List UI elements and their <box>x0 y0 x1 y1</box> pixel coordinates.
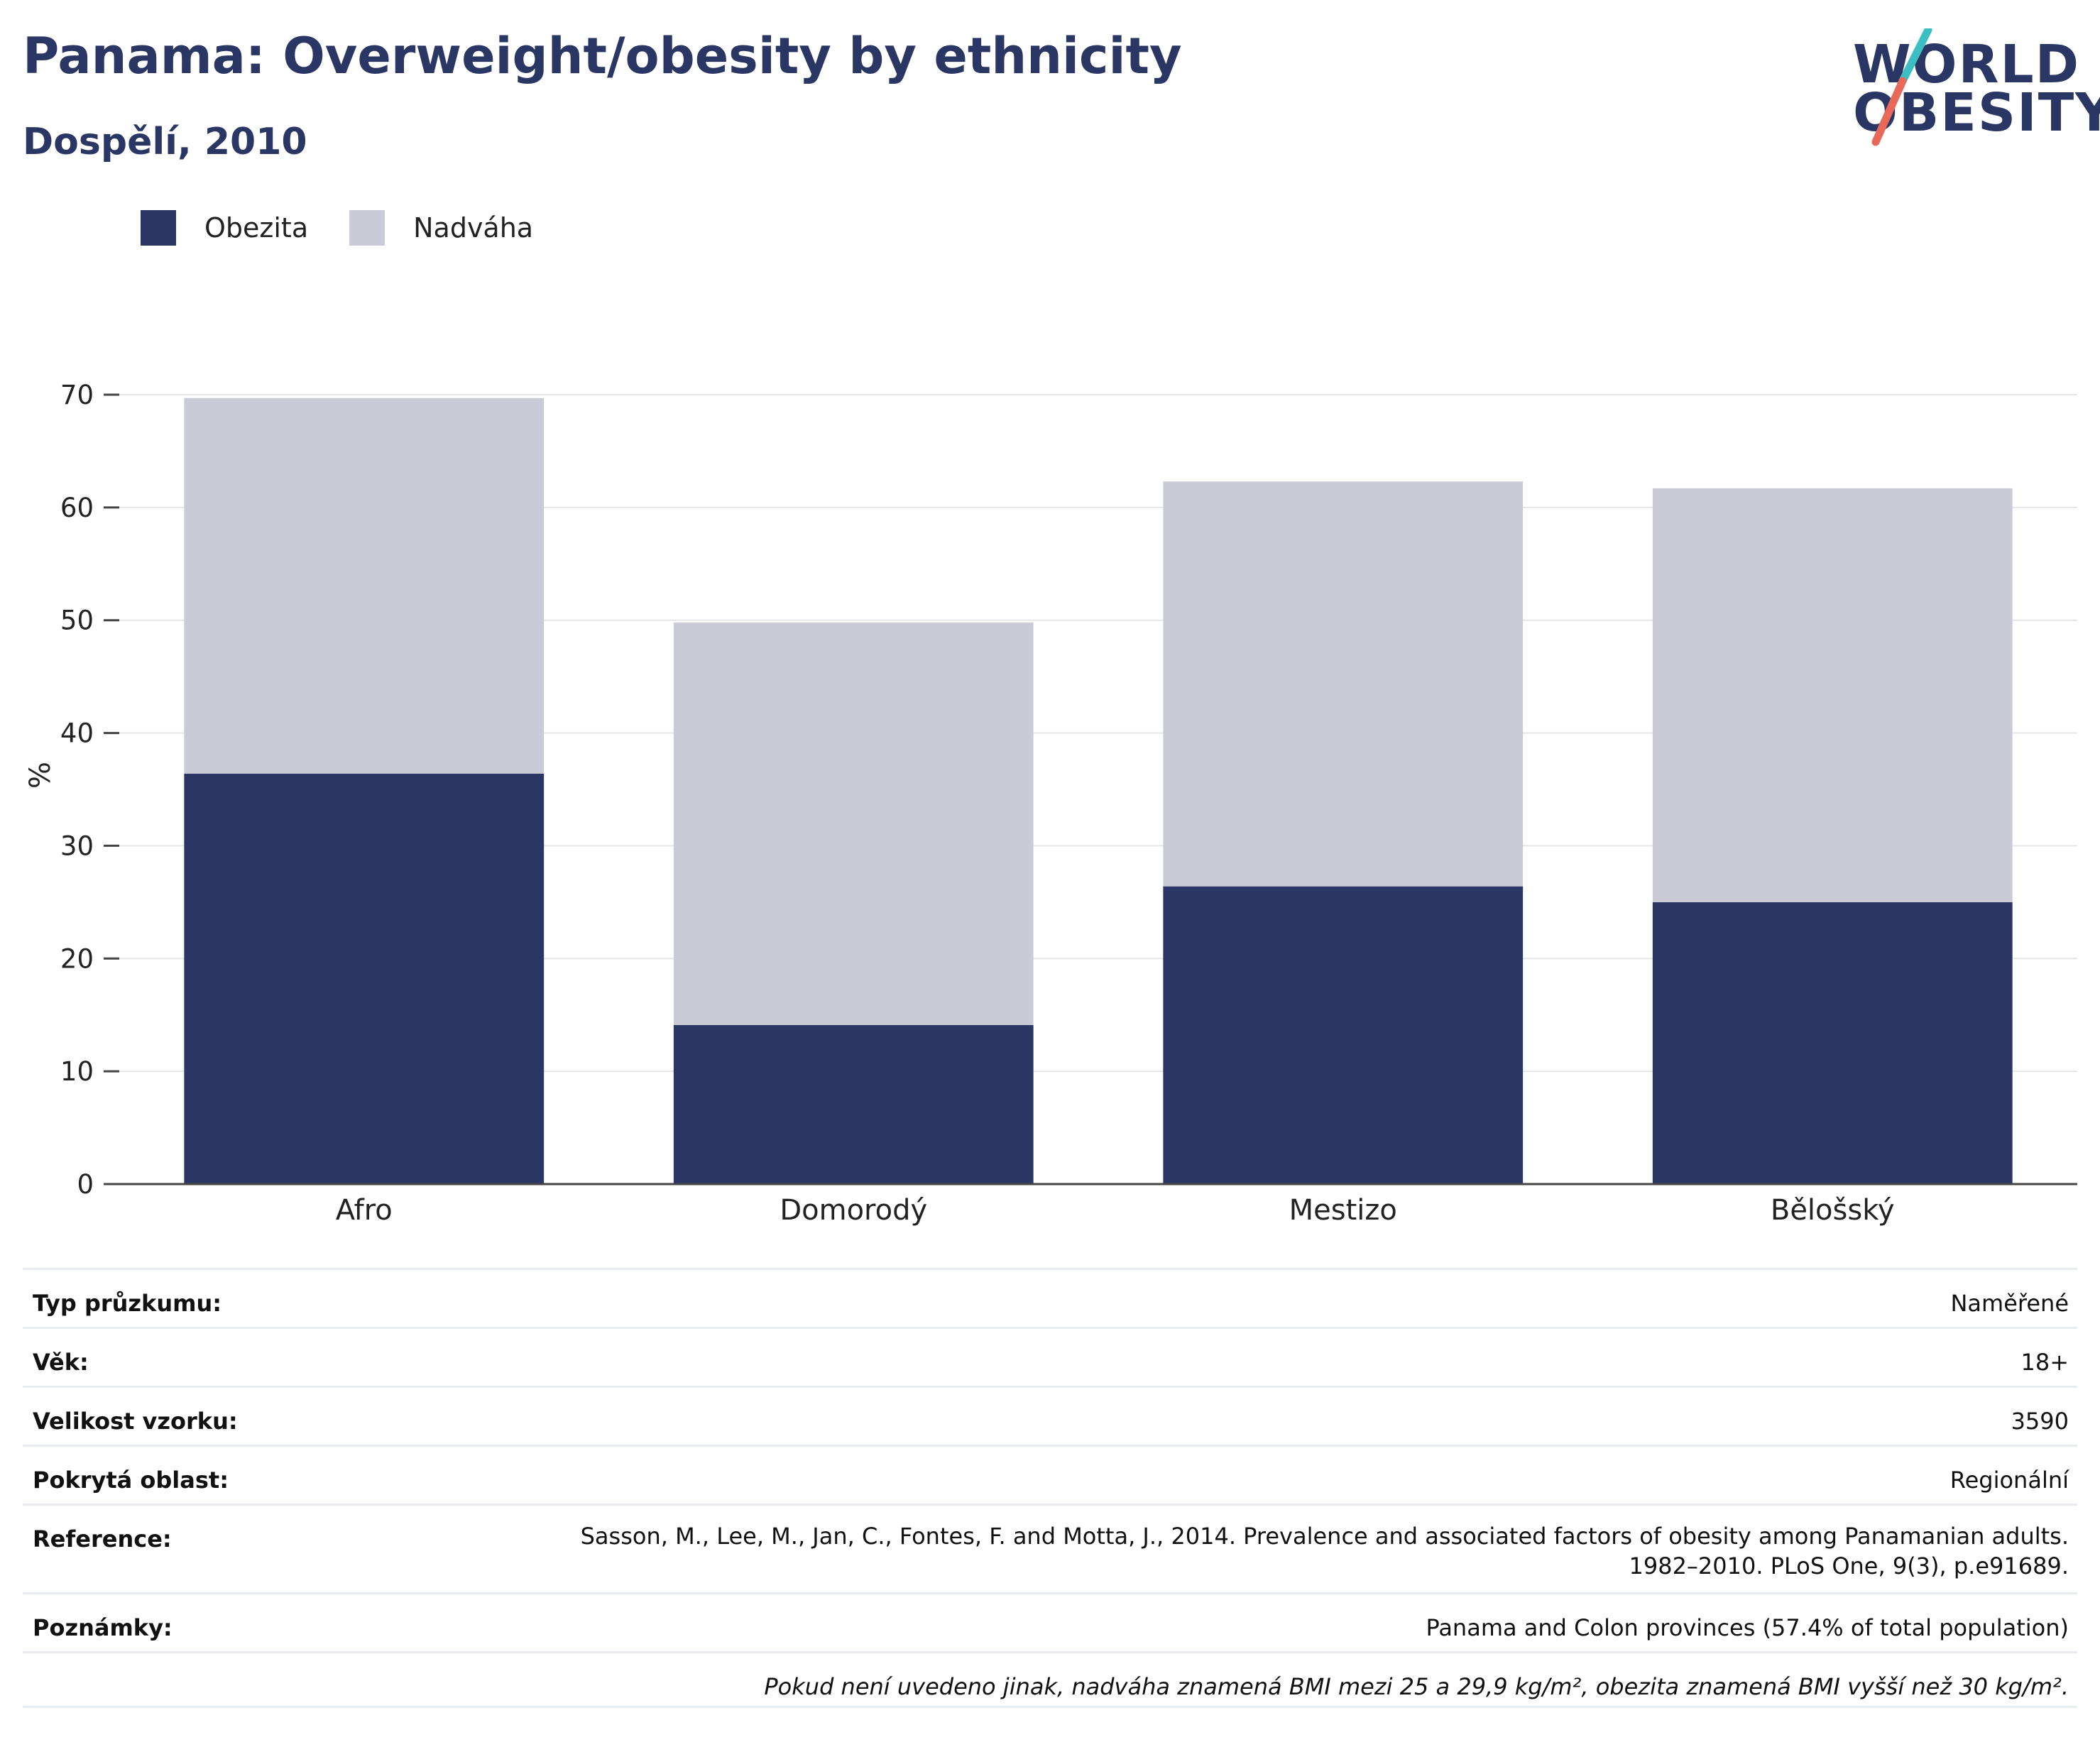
info-row-age: Věk: 18+ <box>23 1327 2077 1386</box>
info-row-sample-size: Velikost vzorku: 3590 <box>23 1386 2077 1445</box>
y-tick-label-10: 10 <box>60 1056 94 1087</box>
info-row-footnote: Pokud není uvedeno jinak, nadváha znamen… <box>23 1651 2077 1708</box>
info-value: Panama and Colon provinces (57.4% of tot… <box>1426 1614 2069 1641</box>
chart-legend: Obezita Nadváha <box>141 210 574 246</box>
world-obesity-logo: WORLD OBESITY <box>1853 28 2100 156</box>
logo-text-world: WORLD <box>1853 34 2081 95</box>
info-value: Regionální <box>1949 1467 2069 1494</box>
bar-chart: 0 10 20 30 40 50 60 70 Afro Domorodý Mestizo Běloš… <box>24 380 2077 1227</box>
info-row-coverage: Pokrytá oblast: Regionální <box>23 1445 2077 1504</box>
y-tick-label-40: 40 <box>60 718 94 749</box>
x-tick-label-3: Bělošský <box>1771 1194 1895 1227</box>
bar-obesity-1 <box>673 1025 1034 1184</box>
y-axis-title: % <box>24 762 57 789</box>
footnote: Pokud není uvedeno jinak, nadváha znamen… <box>764 1673 2069 1700</box>
legend-item-overweight[interactable]: Nadváha <box>349 210 533 246</box>
reference-line-2: 1982–2010. PLoS One, 9(3), p.e91689. <box>1629 1552 2069 1579</box>
x-tick-label-1: Domorodý <box>780 1194 927 1227</box>
y-axis-ticks: 0 10 20 30 40 50 60 70 <box>60 380 119 1200</box>
bar-obesity-3 <box>1652 902 2013 1184</box>
reference-line-1: Sasson, M., Lee, M., Jan, C., Fontes, F.… <box>580 1523 2069 1550</box>
x-tick-label-0: Afro <box>336 1194 393 1227</box>
info-row-reference: Reference: Sasson, M., Lee, M., Jan, C.,… <box>23 1504 2077 1592</box>
info-label: Reference: <box>33 1526 172 1552</box>
x-tick-label-2: Mestizo <box>1289 1194 1397 1227</box>
y-tick-label-30: 30 <box>60 831 94 861</box>
y-tick-label-60: 60 <box>60 493 94 523</box>
info-label: Poznámky: <box>33 1614 173 1641</box>
legend-swatch-overweight <box>349 210 385 246</box>
y-tick-label-70: 70 <box>60 380 94 410</box>
info-label: Pokrytá oblast: <box>33 1467 229 1494</box>
bar-overweight-0 <box>184 398 545 774</box>
info-value-reference: Sasson, M., Lee, M., Jan, C., Fontes, F.… <box>581 1521 2069 1581</box>
bar-obesity-2 <box>1163 886 1524 1184</box>
logo-slash-icon <box>1871 28 1932 146</box>
bar-overweight-1 <box>673 622 1034 1026</box>
legend-label-overweight: Nadváha <box>413 212 534 243</box>
bar-overweight-2 <box>1163 481 1524 887</box>
info-value: Naměřené <box>1950 1290 2069 1317</box>
info-label: Typ průzkumu: <box>33 1290 222 1317</box>
y-tick-label-20: 20 <box>60 943 94 974</box>
chart-subtitle: Dospělí, 2010 <box>23 121 307 163</box>
bar-obesity-0 <box>184 773 545 1184</box>
info-row-notes: Poznámky: Panama and Colon provinces (57… <box>23 1592 2077 1651</box>
info-value: 18+ <box>2020 1349 2069 1376</box>
y-tick-label-0: 0 <box>77 1169 94 1200</box>
chart-bars <box>184 398 2013 1184</box>
legend-swatch-obesity <box>141 210 176 246</box>
info-label: Velikost vzorku: <box>33 1408 238 1435</box>
legend-item-obesity[interactable]: Obezita <box>141 210 308 246</box>
info-table: Typ průzkumu: Naměřené Věk: 18+ Velikost… <box>23 1268 2077 1708</box>
y-tick-label-50: 50 <box>60 606 94 636</box>
info-label: Věk: <box>33 1349 89 1376</box>
info-row-survey-type: Typ průzkumu: Naměřené <box>23 1268 2077 1327</box>
info-value: 3590 <box>2011 1408 2069 1435</box>
chart-title: Panama: Overweight/obesity by ethnicity <box>23 27 1182 85</box>
x-axis-labels: Afro Domorodý Mestizo Bělošský <box>336 1194 1895 1227</box>
legend-label-obesity: Obezita <box>204 212 309 243</box>
bar-overweight-3 <box>1652 488 2013 902</box>
